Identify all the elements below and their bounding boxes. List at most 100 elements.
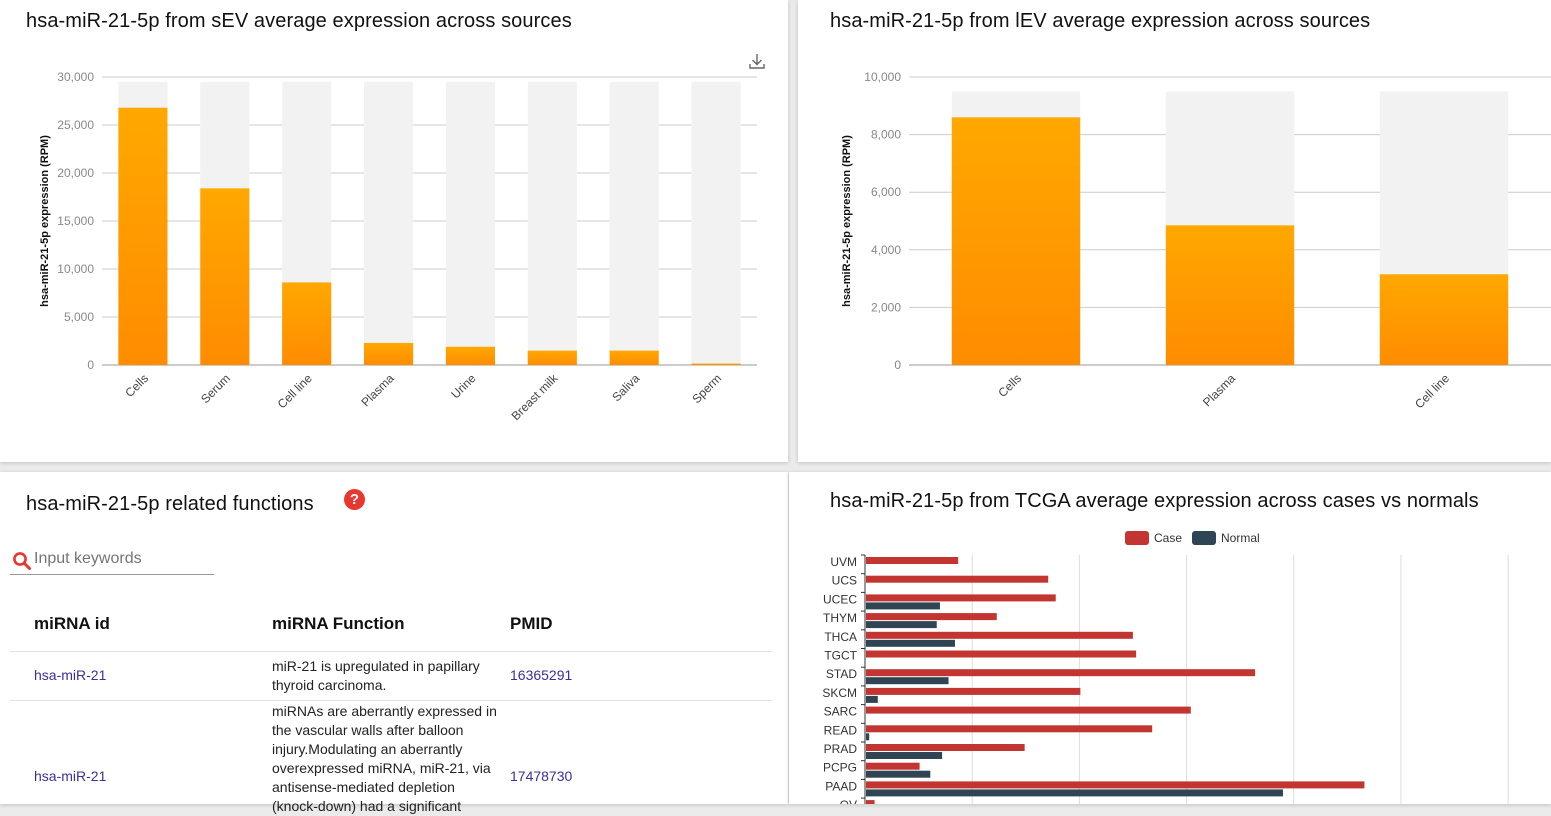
search-icon — [13, 552, 31, 570]
bar — [118, 107, 168, 365]
x-tick-label: Sperm — [689, 371, 724, 406]
y-tick-label: 6,000 — [871, 185, 901, 199]
mirna-id-link[interactable]: hsa-miR-21 — [34, 667, 107, 683]
y-tick-label: SARC — [824, 705, 858, 719]
y-tick-label: 10,000 — [57, 262, 94, 276]
bar-case — [866, 781, 1365, 789]
y-tick-label: STAD — [826, 667, 857, 681]
pmid-link[interactable]: 16365291 — [510, 667, 573, 683]
bar-case — [866, 762, 920, 770]
bar-case — [866, 725, 1153, 733]
y-tick-label: 8,000 — [871, 128, 901, 142]
bar — [951, 117, 1081, 365]
bar — [1379, 274, 1509, 365]
x-tick-label: Urine — [448, 371, 478, 401]
bar-background — [364, 81, 414, 366]
bar — [691, 363, 741, 366]
x-tick-label: Cell line — [1412, 371, 1452, 411]
sev-chart-title: hsa-miR-21-5p from sEV average expressio… — [26, 10, 572, 32]
x-tick-label: Plasma — [1200, 371, 1238, 409]
bar-case — [866, 650, 1137, 658]
bar-normal — [866, 621, 937, 629]
legend-swatch-case — [1125, 531, 1149, 545]
legend-label-normal: Normal — [1221, 531, 1260, 545]
tcga-bar-chart: Case Normal UVM UCS UCEC THYM THCA TGCT STAD SKCM… — [822, 531, 1509, 804]
bar-case — [866, 744, 1025, 751]
bar-normal — [866, 602, 940, 610]
y-tick-label: OV — [840, 798, 857, 804]
mirna-id-link[interactable]: hsa-miR-21 — [34, 768, 107, 784]
y-tick-label: UCEC — [823, 592, 857, 606]
x-tick-label: Plasma — [358, 371, 396, 409]
bar-case — [866, 594, 1056, 602]
bar-case — [866, 575, 1049, 583]
bar-case — [866, 706, 1191, 714]
bar-background — [445, 81, 495, 366]
mirna-function-text: miRNAs are aberrantly expressed in the v… — [272, 703, 497, 814]
x-tick-label: Serum — [198, 371, 233, 406]
y-tick-label: THCA — [824, 630, 857, 644]
bar-normal — [866, 789, 1283, 797]
pmid-link[interactable]: 17478730 — [510, 768, 573, 784]
column-header-mirna-id[interactable]: miRNA id — [34, 614, 110, 633]
y-tick-label: TGCT — [824, 649, 857, 663]
y-tick-label: 0 — [87, 358, 94, 372]
tcga-chart-title: hsa-miR-21-5p from TCGA average expressi… — [830, 490, 1479, 512]
y-tick-label: THYM — [823, 611, 857, 625]
column-header-mirna-function[interactable]: miRNA Function — [272, 614, 405, 633]
y-tick-label: 5,000 — [64, 310, 94, 324]
table-divider — [10, 700, 772, 701]
x-tick-label: Cells — [995, 371, 1024, 400]
search-input[interactable] — [34, 547, 212, 571]
y-tick-label: 4,000 — [871, 243, 901, 257]
bar-normal — [866, 695, 878, 703]
search-box — [10, 545, 214, 575]
legend-swatch-normal — [1192, 531, 1216, 545]
y-tick-label: SKCM — [822, 686, 857, 700]
bar — [445, 346, 495, 365]
bar-background — [609, 81, 659, 366]
x-tick-label: Saliva — [609, 371, 642, 404]
y-tick-label: READ — [824, 723, 858, 737]
x-tick-label: Breast milk — [509, 371, 562, 424]
bar-normal — [866, 733, 870, 741]
y-tick-label: 15,000 — [57, 214, 94, 228]
y-tick-label: PCPG — [823, 761, 857, 775]
bar-case — [866, 669, 1256, 677]
bar-case — [866, 687, 1081, 695]
lev-chart-title: hsa-miR-21-5p from lEV average expressio… — [830, 10, 1371, 32]
mirna-function-text: miR-21 is upregulated in papillary thyro… — [272, 658, 480, 693]
y-tick-label: 0 — [894, 358, 901, 372]
x-tick-label: Cells — [122, 371, 151, 400]
bar — [200, 188, 250, 365]
tcga-chart-card: hsa-miR-21-5p from TCGA average expressi… — [789, 472, 1551, 804]
bar-normal — [866, 677, 949, 685]
sev-chart-card: hsa-miR-21-5p from sEV average expressio… — [0, 0, 788, 462]
bar — [527, 350, 577, 365]
bar-normal — [866, 752, 943, 759]
y-tick-label: 2,000 — [871, 300, 901, 314]
help-icon[interactable]: ? — [344, 489, 365, 510]
y-tick-label: 10,000 — [864, 70, 901, 84]
y-axis-label: hsa-miR-21-5p expression (RPM) — [841, 135, 853, 307]
lev-chart-card: hsa-miR-21-5p from lEV average expressio… — [798, 0, 1551, 462]
bar — [1165, 225, 1295, 365]
bar-case — [866, 800, 875, 804]
y-tick-label: 25,000 — [57, 118, 94, 132]
legend-label-case: Case — [1154, 531, 1182, 545]
bar-background — [691, 81, 741, 366]
download-icon[interactable] — [748, 52, 766, 70]
bar-case — [866, 613, 997, 621]
bar — [364, 342, 414, 365]
y-tick-label: 20,000 — [57, 166, 94, 180]
bar — [282, 282, 332, 365]
table-divider — [10, 651, 772, 652]
functions-title: hsa-miR-21-5p related functions — [26, 493, 314, 515]
bar-case — [866, 631, 1133, 639]
column-header-pmid[interactable]: PMID — [510, 614, 553, 633]
bar-normal — [866, 639, 955, 647]
y-axis-label: hsa-miR-21-5p expression (RPM) — [39, 135, 51, 307]
bar-background — [527, 81, 577, 366]
x-tick-label: Cell line — [275, 371, 315, 411]
functions-card — [0, 472, 788, 804]
